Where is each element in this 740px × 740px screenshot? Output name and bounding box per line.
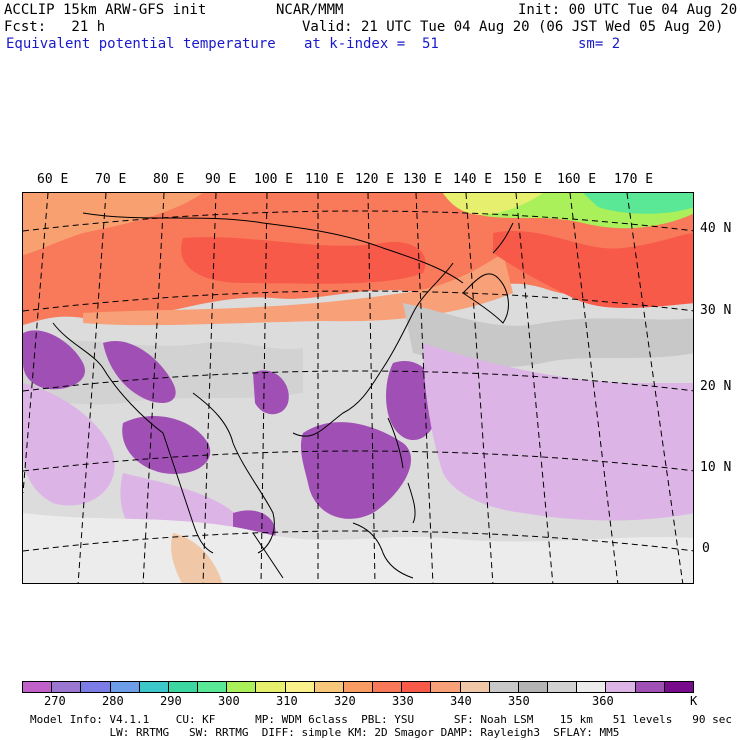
lon-label: 90 E: [205, 172, 237, 187]
colorbar-swatch: [664, 682, 693, 692]
lon-label: 60 E: [37, 172, 69, 187]
colorbar-swatch: [635, 682, 665, 692]
colorbar-swatch: [314, 682, 344, 692]
colorbar-swatch: [431, 682, 461, 692]
colorbar-tick: 280: [102, 694, 124, 708]
lat-label: 20 N: [700, 379, 732, 394]
colorbar-swatch: [548, 682, 578, 692]
smoothing: sm= 2: [578, 36, 621, 52]
colorbar-tick: 290: [160, 694, 182, 708]
lat-label: 0: [702, 541, 710, 556]
institution: NCAR/MMM: [276, 2, 344, 18]
valid-time: Valid: 21 UTC Tue 04 Aug 20 (06 JST Wed …: [302, 19, 724, 35]
colorbar-swatch: [343, 682, 374, 692]
lon-label: 140 E: [453, 172, 493, 187]
colorbar-tick: 330: [392, 694, 414, 708]
colorbar-unit: K: [690, 694, 698, 708]
lon-label: 170 E: [614, 172, 654, 187]
colorbar-swatch: [460, 682, 490, 692]
colorbar-swatch: [52, 682, 82, 692]
colorbar-swatch: [577, 682, 607, 692]
colorbar-swatch: [23, 682, 53, 692]
field-name: Equivalent potential temperature: [6, 36, 276, 52]
lon-label: 110 E: [305, 172, 345, 187]
colorbar-tick: 350: [508, 694, 530, 708]
model-title: ACCLIP 15km ARW-GFS init: [4, 2, 207, 18]
lon-label: 70 E: [95, 172, 127, 187]
forecast-hour: Fcst: 21 h: [4, 19, 106, 35]
colorbar-tick: 300: [218, 694, 240, 708]
lat-label: 10 N: [700, 460, 732, 475]
colorbar-swatch: [110, 682, 140, 692]
colorbar-swatch: [198, 682, 228, 692]
colorbar-tick: 320: [334, 694, 356, 708]
colorbar-swatch: [606, 682, 636, 692]
colorbar-swatch: [168, 682, 199, 692]
colorbar-tick: 340: [450, 694, 472, 708]
colorbar-tick: 310: [276, 694, 298, 708]
lon-label: 80 E: [153, 172, 185, 187]
model-info-line1: Model Info: V4.1.1 CU: KF MP: WDM 6class…: [30, 713, 732, 726]
colorbar-swatch: [489, 682, 519, 692]
lon-label: 100 E: [254, 172, 294, 187]
lon-label: 150 E: [503, 172, 543, 187]
colorbar-swatch: [81, 682, 111, 692]
colorbar-swatch: [402, 682, 432, 692]
weather-map: [22, 192, 694, 584]
theta-e-field: [23, 193, 693, 583]
colorbar-swatch: [227, 682, 257, 692]
colorbar-swatch: [518, 682, 549, 692]
lat-label: 40 N: [700, 221, 732, 236]
lon-label: 130 E: [403, 172, 443, 187]
colorbar-swatch: [139, 682, 169, 692]
lat-label: 30 N: [700, 303, 732, 318]
level-index: at k-index = 51: [304, 36, 439, 52]
lon-label: 160 E: [557, 172, 597, 187]
model-info-line2: LW: RRTMG SW: RRTMG DIFF: simple KM: 2D …: [30, 726, 620, 739]
colorbar: [22, 681, 694, 693]
colorbar-swatch: [285, 682, 315, 692]
colorbar-tick: 270: [44, 694, 66, 708]
lon-label: 120 E: [355, 172, 395, 187]
colorbar-swatch: [373, 682, 403, 692]
colorbar-tick: 360: [592, 694, 614, 708]
colorbar-swatch: [256, 682, 286, 692]
init-time: Init: 00 UTC Tue 04 Aug 20: [518, 2, 738, 18]
